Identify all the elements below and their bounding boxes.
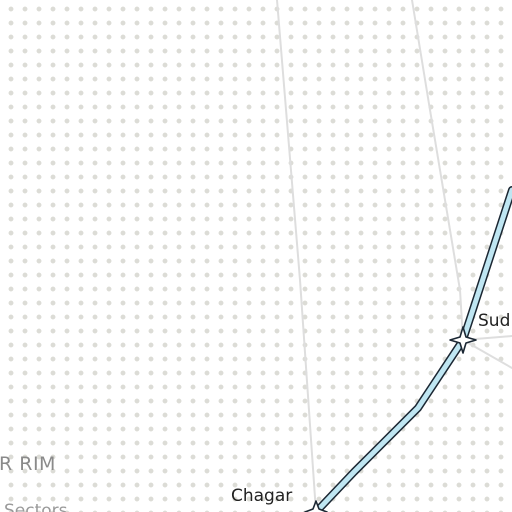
highlighted-route	[312, 186, 512, 512]
subregion-label: Sectors	[4, 501, 68, 512]
system-marker-chagar-icon[interactable]	[304, 500, 328, 512]
hyperlane	[276, 0, 317, 512]
region-label: R RIM	[0, 453, 56, 475]
system-marker-sud-icon[interactable]	[449, 326, 477, 354]
route-fill	[313, 187, 512, 512]
system-label-chagar[interactable]: Chagar	[231, 486, 293, 506]
hyperlane	[462, 339, 512, 369]
system-label-sud[interactable]: Sud	[478, 311, 511, 331]
hyperlane	[411, 0, 464, 341]
